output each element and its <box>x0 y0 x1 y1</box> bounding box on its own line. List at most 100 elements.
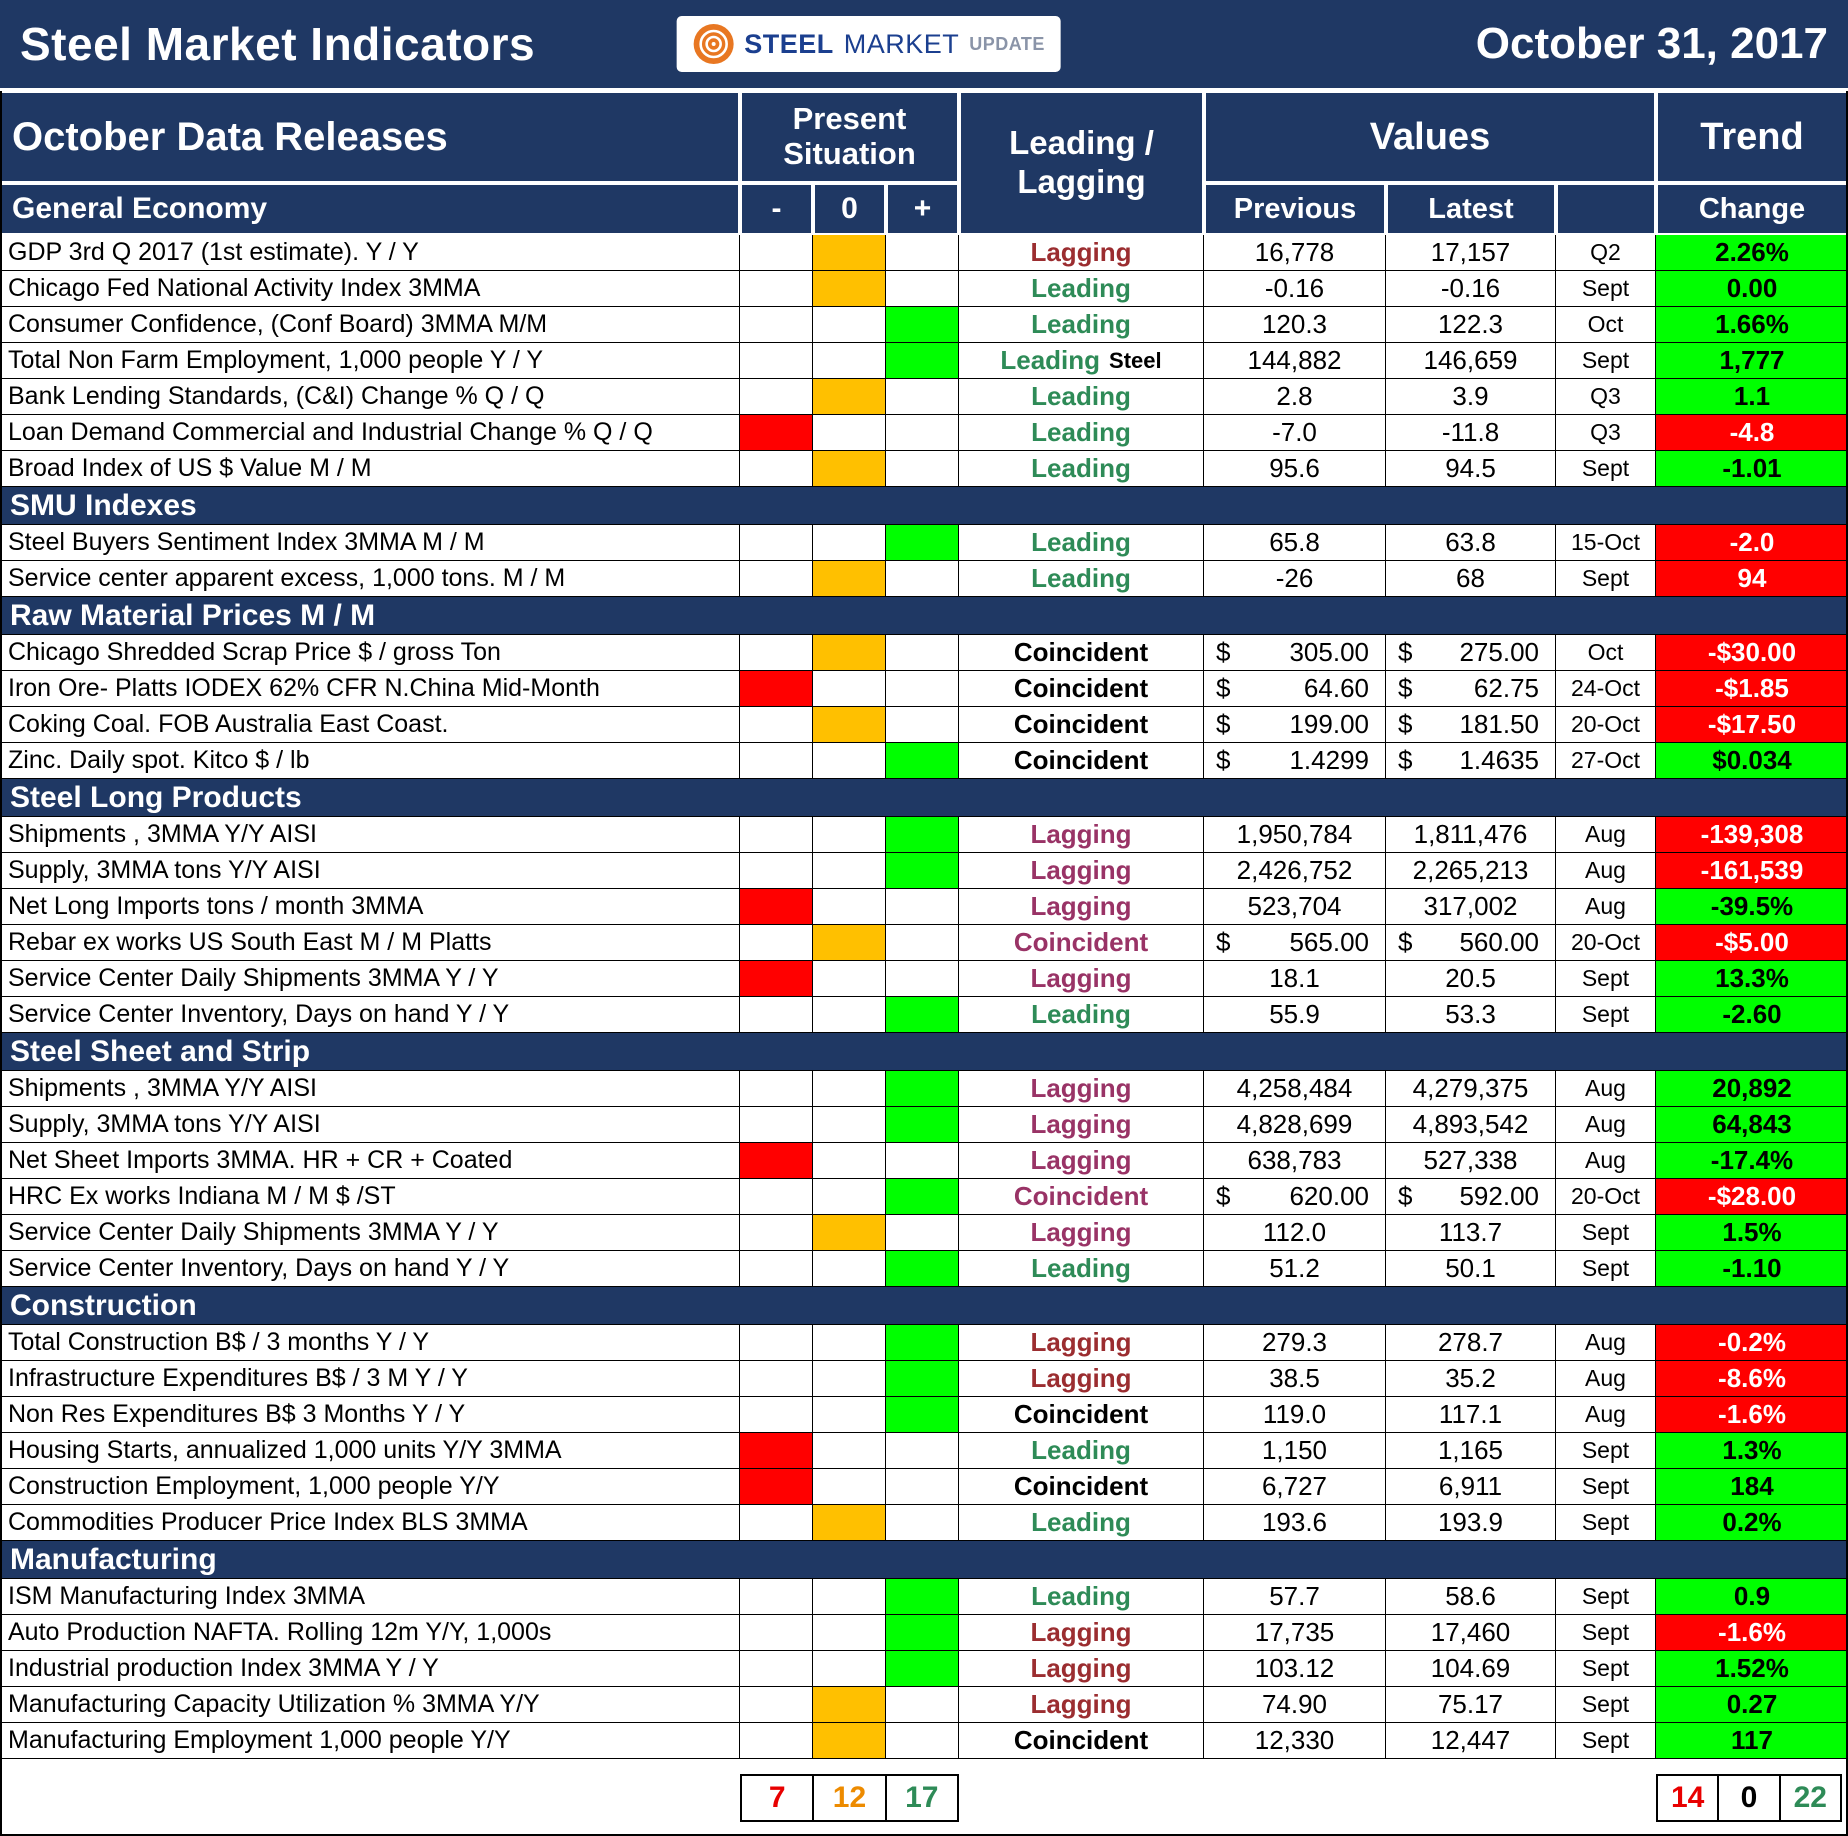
section-title: Steel Long Products <box>0 779 1848 817</box>
latest-amount: 592.00 <box>1459 1181 1539 1211</box>
situation-zero-cell <box>813 561 886 597</box>
period: Aug <box>1556 1361 1656 1397</box>
classification: Leading <box>959 307 1204 343</box>
indicator-name: Service Center Daily Shipments 3MMA Y / … <box>0 961 740 997</box>
latest-value: 122.3 <box>1386 307 1556 343</box>
indicator-name: GDP 3rd Q 2017 (1st estimate). Y / Y <box>0 235 740 271</box>
change-value: 1.3% <box>1656 1433 1848 1469</box>
classification-label: Lagging <box>1030 1109 1132 1139</box>
situation-zero-cell <box>813 235 886 271</box>
indicator-row: Supply, 3MMA tons Y/Y AISI Lagging 4,828,6… <box>0 1107 1848 1143</box>
indicator-row: Zinc. Daily spot. Kitco $ / lb Coincident… <box>0 743 1848 779</box>
situation-minus-cell <box>740 1505 813 1541</box>
logo-word-update: UPDATE <box>969 33 1045 54</box>
change-value: -$28.00 <box>1656 1179 1848 1215</box>
situation-plus-cell <box>886 1179 959 1215</box>
latest-value: 75.17 <box>1386 1687 1556 1723</box>
indicator-row: Net Long Imports tons / month 3MMA Laggin… <box>0 889 1848 925</box>
latest-amount: 181.50 <box>1459 709 1539 739</box>
situation-minus-cell <box>740 1071 813 1107</box>
situation-zero-cell <box>813 1179 886 1215</box>
indicator-row: Steel Buyers Sentiment Index 3MMA M / M L… <box>0 525 1848 561</box>
previous-value: $565.00 <box>1204 925 1386 961</box>
classification-suffix: Steel <box>1109 347 1162 373</box>
classification-label: Lagging <box>1030 1653 1132 1683</box>
situation-plus-cell <box>886 635 959 671</box>
classification: Lagging <box>959 853 1204 889</box>
classification: Coincident <box>959 1179 1204 1215</box>
latest-value: 68 <box>1386 561 1556 597</box>
indicator-name: Non Res Expenditures B$ 3 Months Y / Y <box>0 1397 740 1433</box>
classification-label: Leading <box>1031 999 1131 1029</box>
previous-value: $305.00 <box>1204 635 1386 671</box>
situation-zero-cell <box>813 635 886 671</box>
section-header-row: Raw Material Prices M / M <box>0 597 1848 635</box>
classification-label: Coincident <box>1013 927 1149 957</box>
situation-plus-cell <box>886 1469 959 1505</box>
section-header-row: Steel Sheet and Strip <box>0 1033 1848 1071</box>
previous-value: -0.16 <box>1204 271 1386 307</box>
indicator-row: Consumer Confidence, (Conf Board) 3MMA M… <box>0 307 1848 343</box>
steel-coil-icon <box>693 24 734 64</box>
change-value: 1.1 <box>1656 379 1848 415</box>
change-value: -4.8 <box>1656 415 1848 451</box>
classification-label: Lagging <box>1030 855 1132 885</box>
change-value: -161,539 <box>1656 853 1848 889</box>
previous-value: 6,727 <box>1204 1469 1386 1505</box>
latest-amount: 1.4635 <box>1459 745 1539 775</box>
latest-value: 4,279,375 <box>1386 1071 1556 1107</box>
classification-label: Leading <box>1031 563 1131 593</box>
indicator-row: Supply, 3MMA tons Y/Y AISI Lagging 2,426,7… <box>0 853 1848 889</box>
classification-label: Lagging <box>1030 891 1132 921</box>
latest-value: $1.4635 <box>1386 743 1556 779</box>
previous-value: 2,426,752 <box>1204 853 1386 889</box>
change-value: 117 <box>1656 1723 1848 1759</box>
section-title: Raw Material Prices M / M <box>0 597 1848 635</box>
classification: Leading <box>959 415 1204 451</box>
currency-symbol: $ <box>1398 637 1413 667</box>
situation-minus-cell <box>740 1325 813 1361</box>
data-releases-header: October Data Releases <box>0 91 740 183</box>
section-header-row: Steel Long Products <box>0 779 1848 817</box>
section-title: SMU Indexes <box>0 487 1848 525</box>
period: Oct <box>1556 635 1656 671</box>
change-value: 0.9 <box>1656 1579 1848 1615</box>
situation-minus-cell <box>740 525 813 561</box>
latest-value: $62.75 <box>1386 671 1556 707</box>
classification: Coincident <box>959 1397 1204 1433</box>
table-body: GDP 3rd Q 2017 (1st estimate). Y / Y Lagg… <box>0 235 1848 1759</box>
situation-plus-cell <box>886 525 959 561</box>
title-bar: Steel Market Indicators STEEL MARKET UPD… <box>0 0 1848 91</box>
classification: Leading <box>959 1579 1204 1615</box>
period: Sept <box>1556 1723 1656 1759</box>
classification-label: Lagging <box>1030 819 1132 849</box>
previous-value: 74.90 <box>1204 1687 1386 1723</box>
indicator-row: Service Center Daily Shipments 3MMA Y / … <box>0 1215 1848 1251</box>
previous-value: 18.1 <box>1204 961 1386 997</box>
classification: Lagging <box>959 235 1204 271</box>
indicator-row: Manufacturing Capacity Utilization % 3MM… <box>0 1687 1848 1723</box>
period: 27-Oct <box>1556 743 1656 779</box>
change-value: $0.034 <box>1656 743 1848 779</box>
indicator-row: Chicago Fed National Activity Index 3MMA… <box>0 271 1848 307</box>
situation-plus-cell <box>886 1361 959 1397</box>
situation-zero-cell <box>813 1397 886 1433</box>
latest-value: 35.2 <box>1386 1361 1556 1397</box>
change-value: -1.6% <box>1656 1397 1848 1433</box>
situation-zero-cell <box>813 997 886 1033</box>
change-value: 94 <box>1656 561 1848 597</box>
classification: Leading <box>959 1251 1204 1287</box>
indicator-name: Service Center Inventory, Days on hand Y… <box>0 997 740 1033</box>
situation-plus-cell <box>886 1723 959 1759</box>
change-value: 13.3% <box>1656 961 1848 997</box>
period: 20-Oct <box>1556 1179 1656 1215</box>
indicator-row: Service Center Inventory, Days on hand Y… <box>0 997 1848 1033</box>
currency-symbol: $ <box>1216 709 1231 739</box>
report-date: October 31, 2017 <box>1475 19 1828 68</box>
latest-value: $560.00 <box>1386 925 1556 961</box>
situation-minus-cell <box>740 671 813 707</box>
currency-symbol: $ <box>1216 927 1231 957</box>
indicator-row: Non Res Expenditures B$ 3 Months Y / Y Co… <box>0 1397 1848 1433</box>
situation-zero-cell <box>813 961 886 997</box>
indicator-name: Total Non Farm Employment, 1,000 people … <box>0 343 740 379</box>
